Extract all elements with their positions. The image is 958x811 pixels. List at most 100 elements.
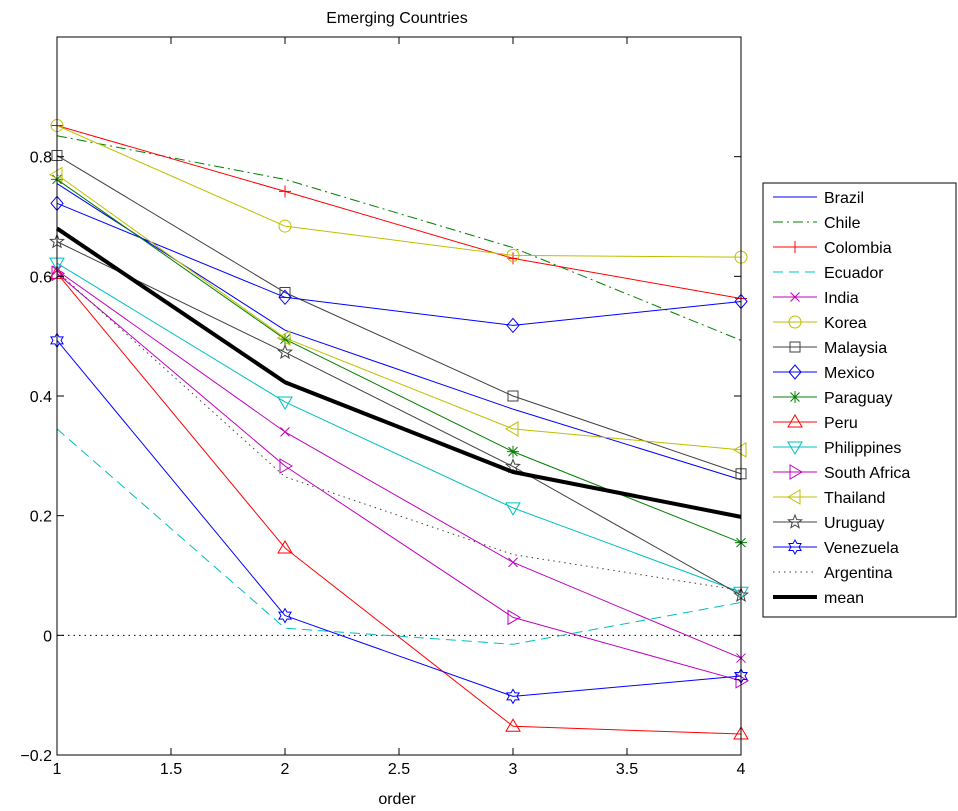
y-tick-label: 0.8 <box>30 150 52 167</box>
legend-entry-venezuela: Venezuela <box>773 538 899 557</box>
series-colombia <box>51 119 747 305</box>
legend-entry-brazil: Brazil <box>773 190 864 207</box>
legend-marker-india <box>790 292 800 302</box>
series-line-brazil <box>56 183 742 481</box>
x-tick-label: 3 <box>509 761 518 778</box>
legend-marker-philippines <box>787 441 803 455</box>
legend-label-argentina: Argentina <box>824 565 893 582</box>
legend-label-brazil: Brazil <box>824 190 864 207</box>
legend-entry-colombia: Colombia <box>773 240 892 257</box>
x-tick-label: 2 <box>281 761 290 778</box>
data-point-peru <box>277 539 293 554</box>
chart-title: Emerging Countries <box>326 10 467 27</box>
x-tick-label: 2.5 <box>388 761 410 778</box>
legend-marker-korea <box>788 315 802 329</box>
legend-marker-mexico <box>788 364 802 380</box>
data-point-paraguay <box>279 333 291 346</box>
series-line-colombia <box>56 125 742 299</box>
series-ecuador <box>56 428 742 645</box>
series-line-mean <box>55 226 742 519</box>
data-point-mexico <box>506 317 520 334</box>
legend-entry-thailand: Thailand <box>773 489 885 507</box>
series-line-argentina <box>56 271 742 591</box>
legend-marker-thailand <box>787 489 801 505</box>
data-point-colombia <box>507 252 519 265</box>
y-tick-label: 0 <box>43 628 52 645</box>
series-malaysia <box>51 149 747 480</box>
legend-label-india: India <box>824 290 859 307</box>
x-axis-label: order <box>378 791 416 808</box>
data-point-south-africa <box>507 609 521 626</box>
axis-ticks: 1 1.5 2 2.5 3 3.5 4 −0.2 0 0.2 0.4 0.6 0.8 <box>20 37 746 778</box>
legend-label-venezuela: Venezuela <box>824 540 899 557</box>
series-paraguay <box>51 173 747 549</box>
legend-label-mexico: Mexico <box>824 365 875 382</box>
legend-label-uruguay: Uruguay <box>824 515 884 532</box>
series-mean <box>55 226 742 519</box>
data-point-colombia <box>279 185 291 198</box>
series-india <box>52 265 746 663</box>
legend-entry-malaysia: Malaysia <box>773 340 887 357</box>
legend-entry-uruguay: Uruguay <box>773 513 884 532</box>
data-point-venezuela <box>278 607 292 624</box>
data-point-thailand <box>277 330 291 346</box>
legend-label-malaysia: Malaysia <box>824 340 887 357</box>
legend-label-peru: Peru <box>824 415 858 432</box>
legend-entry-paraguay: Paraguay <box>773 390 893 407</box>
legend-entry-ecuador: Ecuador <box>773 265 884 282</box>
legend-marker-peru <box>787 414 803 428</box>
data-point-uruguay <box>505 458 521 474</box>
series-argentina <box>56 271 742 591</box>
legend-entry-mexico: Mexico <box>773 364 875 382</box>
data-point-philippines <box>277 396 293 410</box>
series-venezuela <box>50 332 748 705</box>
x-tick-label: 1 <box>53 761 62 778</box>
series-line-india <box>56 269 742 659</box>
x-tick-label: 4 <box>737 761 746 778</box>
data-point-philippines <box>505 502 521 516</box>
data-point-thailand <box>733 441 747 458</box>
series-line-venezuela <box>56 340 742 697</box>
data-point-india <box>508 557 518 568</box>
legend-marker-paraguay <box>789 391 801 403</box>
legend-entry-argentina: Argentina <box>773 565 893 582</box>
series-korea <box>50 119 748 264</box>
legend-entry-south-africa: South Africa <box>773 464 910 482</box>
series-line-ecuador <box>56 428 742 645</box>
legend-label-philippines: Philippines <box>824 440 901 457</box>
y-tick-label: 0.6 <box>30 269 52 286</box>
legend-entry-korea: Korea <box>773 315 867 332</box>
x-tick-label: 1.5 <box>160 761 182 778</box>
legend-entry-peru: Peru <box>773 414 858 432</box>
data-point-peru <box>505 718 521 732</box>
legend-marker-malaysia <box>789 341 801 353</box>
plot-area <box>49 119 749 740</box>
legend-label-korea: Korea <box>824 315 867 332</box>
y-tick-label: 0.2 <box>30 509 52 526</box>
series-thailand <box>49 166 747 458</box>
series-south-africa <box>51 265 749 689</box>
x-tick-label: 3.5 <box>616 761 638 778</box>
data-point-malaysia <box>507 390 519 402</box>
series-line-south-africa <box>56 272 742 682</box>
legend: Brazil Chile Colombia Ecuador India Korea Mala… <box>762 182 957 618</box>
series-line-philippines <box>56 262 742 593</box>
legend-label-chile: Chile <box>824 215 861 232</box>
series-line-mexico <box>56 202 742 326</box>
legend-entry-chile: Chile <box>773 215 861 232</box>
legend-label-ecuador: Ecuador <box>824 265 884 282</box>
legend-entry-mean: mean <box>773 590 864 607</box>
data-point-korea <box>278 219 292 233</box>
series-line-korea <box>56 125 742 258</box>
series-mexico <box>50 195 748 334</box>
data-point-uruguay <box>277 343 293 360</box>
y-tick-label: −0.2 <box>20 748 52 765</box>
data-point-south-africa <box>51 265 65 282</box>
legend-marker-venezuela <box>788 538 802 556</box>
legend-label-thailand: Thailand <box>824 490 885 507</box>
series-chile <box>56 135 742 341</box>
y-tick-label: 0.4 <box>30 389 52 406</box>
series-line-thailand <box>56 174 742 451</box>
legend-label-paraguay: Paraguay <box>824 390 893 407</box>
